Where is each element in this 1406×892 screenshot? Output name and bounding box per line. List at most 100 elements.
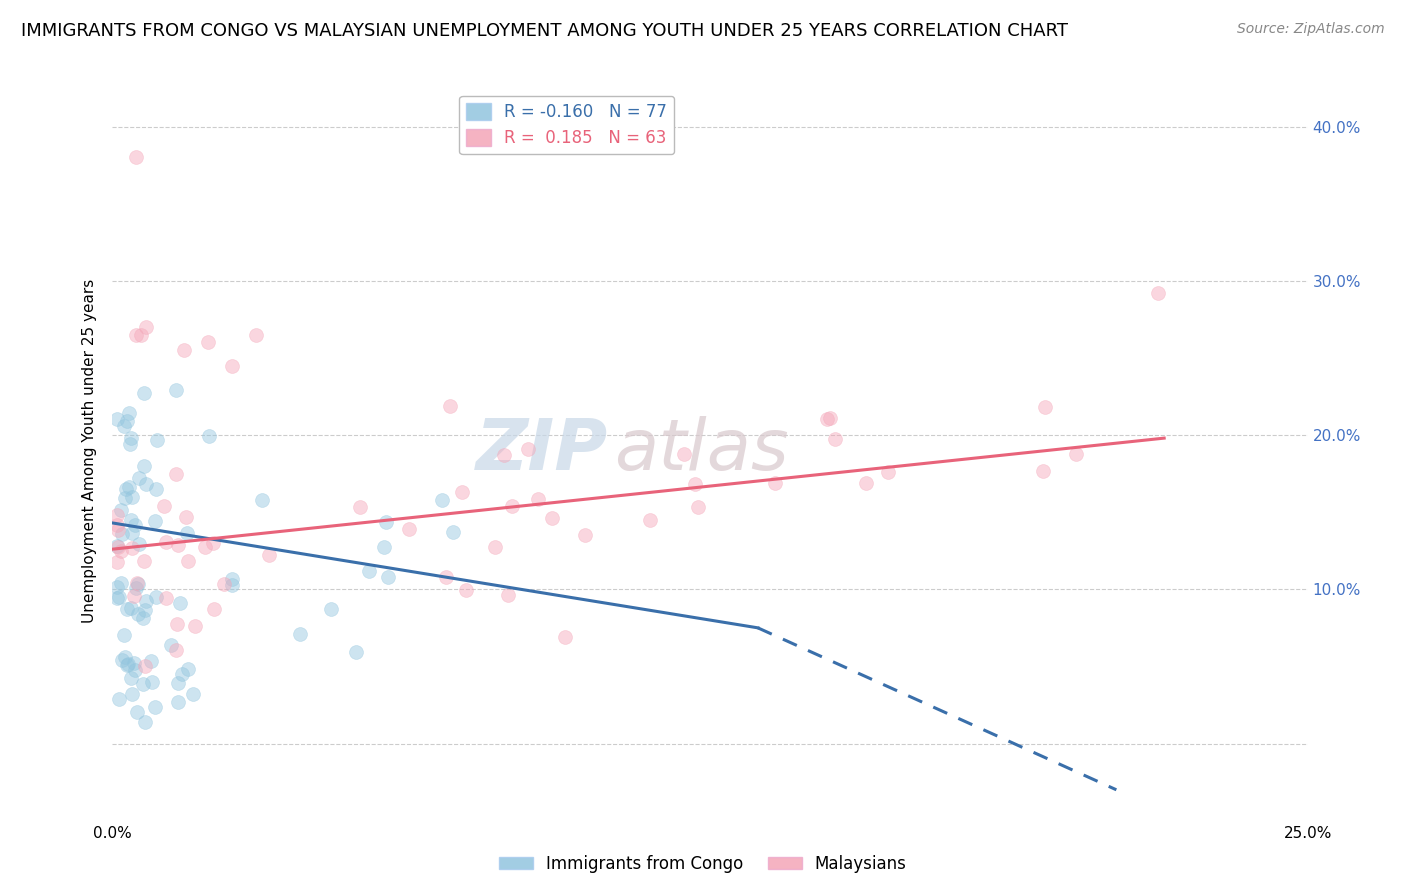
Point: [441, 525, 464, 540]
Point: [815, 411, 838, 425]
Legend: Immigrants from Congo, Malaysians: Immigrants from Congo, Malaysians: [492, 848, 914, 880]
Point: [122, 589, 145, 603]
Point: [115, 602, 138, 616]
Point: [132, 554, 155, 568]
Point: [121, 687, 143, 701]
Point: [221, 359, 243, 373]
Point: [344, 645, 367, 659]
Point: [824, 432, 846, 446]
Text: ZIP: ZIP: [477, 416, 609, 485]
Point: [117, 658, 139, 673]
Point: [107, 540, 129, 554]
Point: [105, 580, 128, 594]
Point: [214, 577, 236, 591]
Point: [165, 643, 187, 657]
Point: [118, 480, 141, 494]
Text: atlas: atlas: [614, 416, 789, 485]
Point: [145, 482, 167, 496]
Point: [121, 490, 143, 504]
Point: [373, 540, 395, 554]
Point: [153, 500, 176, 514]
Point: [134, 714, 156, 729]
Point: [1064, 447, 1087, 461]
Point: [124, 518, 146, 533]
Point: [105, 555, 128, 569]
Text: Source: ZipAtlas.com: Source: ZipAtlas.com: [1237, 22, 1385, 37]
Point: [686, 500, 709, 514]
Point: [125, 705, 148, 719]
Point: [202, 601, 225, 615]
Point: [139, 654, 162, 668]
Point: [183, 687, 205, 701]
Point: [134, 603, 156, 617]
Y-axis label: Unemployment Among Youth under 25 years: Unemployment Among Youth under 25 years: [82, 278, 97, 623]
Point: [221, 572, 243, 586]
Text: IMMIGRANTS FROM CONGO VS MALAYSIAN UNEMPLOYMENT AMONG YOUTH UNDER 25 YEARS CORRE: IMMIGRANTS FROM CONGO VS MALAYSIAN UNEMP…: [21, 22, 1069, 40]
Point: [165, 467, 187, 482]
Point: [197, 335, 219, 350]
Point: [108, 590, 131, 604]
Point: [105, 412, 128, 426]
Point: [640, 513, 662, 527]
Point: [124, 656, 146, 670]
Point: [456, 583, 478, 598]
Point: [134, 659, 156, 673]
Point: [250, 492, 273, 507]
Point: [375, 515, 398, 529]
Point: [120, 437, 142, 451]
Point: [121, 541, 143, 555]
Legend: R = -0.160   N = 77, R =  0.185   N = 63: R = -0.160 N = 77, R = 0.185 N = 63: [460, 96, 673, 154]
Point: [111, 652, 134, 666]
Point: [496, 588, 519, 602]
Point: [145, 591, 167, 605]
Point: [173, 343, 195, 358]
Point: [377, 570, 399, 584]
Point: [193, 540, 215, 554]
Point: [1033, 401, 1056, 415]
Point: [120, 513, 142, 527]
Point: [125, 575, 148, 590]
Point: [245, 327, 267, 342]
Point: [574, 528, 596, 542]
Point: [112, 627, 135, 641]
Point: [145, 514, 167, 528]
Point: [176, 526, 198, 541]
Point: [121, 526, 143, 541]
Point: [176, 554, 198, 568]
Point: [118, 406, 141, 420]
Point: [198, 429, 221, 443]
Point: [430, 492, 453, 507]
Point: [128, 537, 150, 551]
Point: [349, 500, 371, 515]
Point: [492, 448, 515, 462]
Point: [517, 442, 540, 456]
Point: [135, 320, 157, 334]
Point: [111, 526, 134, 541]
Point: [143, 700, 166, 714]
Point: [115, 413, 138, 427]
Point: [114, 650, 136, 665]
Point: [501, 499, 523, 513]
Point: [434, 569, 457, 583]
Point: [114, 491, 136, 506]
Point: [146, 433, 169, 447]
Point: [170, 667, 193, 681]
Point: [132, 458, 155, 473]
Point: [763, 476, 786, 491]
Point: [439, 399, 461, 413]
Point: [120, 432, 142, 446]
Point: [288, 627, 311, 641]
Point: [155, 535, 177, 549]
Point: [132, 677, 155, 691]
Point: [201, 536, 224, 550]
Point: [117, 657, 139, 671]
Point: [107, 523, 129, 537]
Point: [166, 676, 188, 690]
Point: [177, 662, 200, 676]
Point: [166, 617, 188, 632]
Point: [398, 522, 420, 536]
Point: [134, 385, 156, 400]
Point: [451, 484, 474, 499]
Point: [107, 508, 129, 523]
Point: [526, 491, 548, 506]
